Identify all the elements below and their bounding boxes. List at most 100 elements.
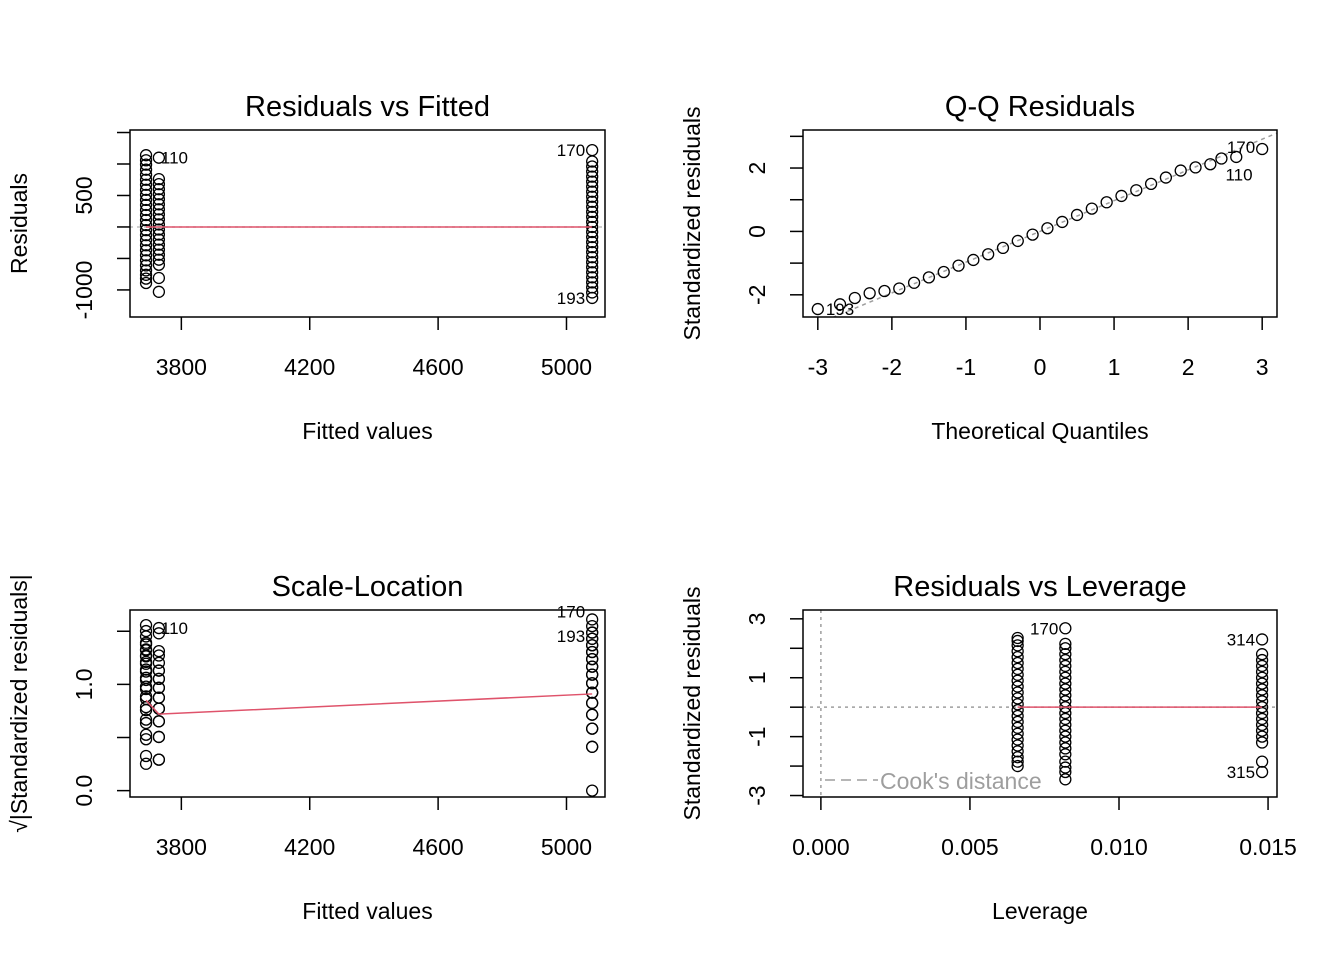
data-point [1130, 184, 1143, 197]
data-point [586, 230, 599, 244]
data-point [1056, 215, 1069, 229]
data-point [1011, 686, 1024, 699]
data-point [152, 203, 166, 216]
y-tick-label: 0.0 [71, 775, 97, 807]
data-point [1059, 642, 1072, 655]
data-point [1059, 637, 1072, 651]
data-point [952, 259, 965, 272]
point-label: 193 [826, 300, 854, 319]
x-tick-label: 2 [1182, 354, 1195, 380]
data-point [152, 627, 166, 640]
data-point [1011, 755, 1024, 768]
data-point [1255, 671, 1269, 684]
y-tick-label: -2 [744, 285, 770, 305]
plot-area [130, 143, 605, 305]
plot-frame [129, 609, 606, 798]
x-tick-label: 5000 [541, 834, 592, 860]
data-point [1174, 164, 1187, 177]
data-point [586, 210, 599, 224]
data-point [139, 158, 153, 171]
data-point [139, 682, 153, 696]
data-point [833, 298, 847, 311]
data-point [586, 632, 599, 645]
data-point [139, 193, 153, 207]
data-point [139, 749, 153, 763]
data-point [922, 271, 936, 284]
data-point [139, 657, 153, 670]
panel-2: Q-Q Residuals Theoretical Quantiles Standa… [679, 91, 1278, 444]
data-point [1011, 631, 1024, 645]
data-point [152, 258, 166, 271]
data-point [586, 256, 599, 269]
data-point [586, 190, 599, 203]
data-point [139, 728, 153, 741]
y-tick-label: 0 [744, 225, 770, 238]
data-point [586, 180, 599, 193]
data-point [152, 233, 166, 246]
data-point [1059, 765, 1072, 779]
y-axis-label: Residuals [6, 173, 32, 274]
x-tick-label: 0.015 [1239, 834, 1297, 860]
data-point [1011, 739, 1024, 752]
x-tick-label: 0 [1034, 354, 1047, 380]
data-point [139, 188, 153, 202]
data-point [139, 264, 153, 277]
data-point [1011, 234, 1024, 248]
data-point [139, 168, 153, 181]
x-tick-label: 3800 [156, 354, 207, 380]
data-point [586, 276, 599, 289]
data-point [152, 253, 166, 266]
data-point [1255, 648, 1269, 661]
data-point [586, 645, 599, 659]
data-point [967, 253, 980, 267]
data-point [139, 178, 153, 191]
data-point [152, 193, 166, 206]
data-point [586, 271, 599, 284]
x-tick-label: 4200 [284, 354, 335, 380]
data-point [139, 713, 153, 726]
point-label: 193 [557, 289, 585, 308]
point-label: 170 [557, 603, 585, 622]
x-tick-label: -3 [808, 354, 828, 380]
data-point [586, 200, 599, 213]
data-point [152, 151, 166, 164]
data-point [1255, 677, 1269, 690]
data-point [1059, 653, 1072, 667]
data-point [586, 286, 599, 299]
data-point [586, 677, 599, 690]
data-point [139, 665, 153, 678]
x-tick-label: -2 [882, 354, 902, 380]
data-point [1059, 761, 1072, 774]
data-point [1011, 650, 1024, 664]
data-point [152, 271, 166, 285]
data-point [586, 170, 599, 183]
data-point [152, 248, 166, 261]
data-point [1011, 656, 1024, 670]
data-point [139, 173, 153, 186]
data-point [152, 177, 166, 191]
data-point [586, 660, 599, 673]
x-axis-label: Leverage [992, 898, 1088, 924]
data-point [152, 183, 166, 196]
data-point [1059, 622, 1072, 635]
data-point [1255, 689, 1269, 702]
data-point [152, 218, 166, 231]
data-point [139, 234, 153, 247]
data-point [139, 757, 153, 770]
data-point [1059, 718, 1072, 732]
data-point [152, 649, 166, 662]
data-point [1059, 665, 1072, 678]
y-tick-label: 500 [71, 176, 97, 214]
data-point [586, 240, 599, 254]
x-axis-label: Fitted values [302, 418, 432, 444]
data-point [1059, 748, 1072, 761]
data-point [139, 272, 153, 285]
data-point [907, 276, 921, 289]
data-point [152, 730, 166, 744]
data-point [139, 636, 153, 649]
data-point [1011, 674, 1024, 687]
data-point [139, 650, 153, 663]
data-point [586, 686, 599, 699]
data-point [1255, 665, 1269, 678]
panel-4: Residuals vs Leverage Leverage Standardize… [679, 571, 1297, 924]
